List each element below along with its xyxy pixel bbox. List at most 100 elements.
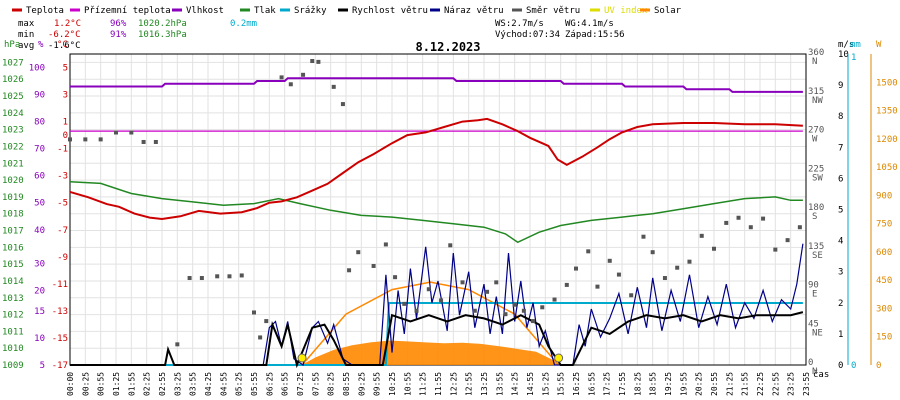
time-tick-46: 22:55 [771,372,780,396]
wind-tick-4: 6 [838,174,843,184]
time-tick-16: 07:55 [311,372,320,396]
temperature-tick-5: -3 [57,172,68,182]
sun-marker-0 [297,353,307,363]
solar-tick-7: 450 [876,276,892,286]
pressure-tick-8: 1019 [2,193,24,203]
time-tick-19: 09:25 [357,372,366,396]
direction-tick-label-8: N [812,367,817,377]
wind-direction-point-2 [98,137,103,142]
time-tick-4: 01:55 [127,372,136,396]
time-tick-45: 22:25 [756,372,765,396]
wind-direction-point-5 [141,139,146,144]
wind-direction-point-62 [785,238,790,243]
wind-direction-point-26 [383,242,388,247]
wind-direction-point-34 [472,308,477,313]
wind-direction-point-41 [540,305,545,310]
wind-direction-point-61 [773,247,778,252]
legend-label-9: Solar [654,6,682,16]
pressure-tick-6: 1021 [2,159,24,169]
humidity-tick-3: 70 [34,145,45,155]
wind-tick-7: 3 [838,268,843,278]
wind-direction-point-24 [356,250,361,255]
solar-tick-9: 150 [876,333,892,343]
time-tick-41: 20:25 [695,372,704,396]
wind-gust-line [70,243,804,366]
wind-tick-5: 5 [838,206,843,216]
temperature-tick-0: 5 [63,64,68,74]
direction-tick-1: 315 [808,87,824,97]
wind-direction-point-44 [574,266,578,271]
wind-direction-point-16 [279,75,284,80]
legend-label-8: UV index [604,6,648,16]
time-tick-34: 16:55 [587,372,596,396]
legend-label-0: Teplota [26,6,64,16]
wind-tick-1: 9 [838,81,843,91]
time-tick-37: 18:25 [633,372,642,396]
time-tick-6: 02:55 [158,372,167,396]
legend-label-4: Srážky [294,6,327,16]
solar-unit-label: W [876,40,882,50]
temperature-tick-6: -5 [57,199,68,209]
time-tick-12: 05:55 [250,372,259,396]
stats-min-label: min [18,30,34,40]
direction-tick-label-7: NE [812,328,823,338]
time-tick-0: 00:00 [66,372,75,396]
pressure-tick-7: 1020 [2,176,24,186]
axis-units: hPa % °C m/s mm W čas [4,40,882,380]
wind-direction-point-14 [258,335,263,340]
wind-direction-point-58 [736,215,741,220]
chart-legend: Teplota Přízemní teplota Vlhkost Tlak Srážky… [12,6,682,16]
wind-direction-point-6 [153,139,158,144]
wind-direction-point-31 [439,298,444,303]
time-tick-8: 03:55 [189,372,198,396]
time-tick-28: 13:55 [495,372,504,396]
pressure-tick-16: 1011 [2,327,24,337]
pressure-tick-10: 1017 [2,227,24,237]
temperature-tick-11: -15 [52,334,68,344]
wind-direction-point-54 [687,259,692,264]
humidity-tick-1: 90 [34,91,45,101]
time-tick-3: 01:25 [112,372,121,396]
wind-direction-point-36 [494,280,499,285]
solar-tick-4: 900 [876,191,892,201]
direction-tick-label-6: E [812,290,817,300]
time-tick-40: 19:55 [679,372,688,396]
wind-direction-point-29 [414,308,419,313]
solar-tick-3: 1050 [876,163,898,173]
wind-direction-point-55 [699,233,704,238]
time-tick-31: 15:25 [541,372,550,396]
wind-direction-point-19 [310,59,315,64]
pressure-tick-12: 1015 [2,260,24,270]
stats-max-press: 1020.2hPa [138,19,187,29]
legend-label-3: Tlak [254,6,276,16]
wind-direction-point-43 [564,282,569,287]
humidity-tick-0: 100 [29,64,45,74]
direction-tick-3: 225 [808,164,824,174]
humidity-tick-12: 0 [40,0,45,3]
stats-sunset: Západ:15:56 [565,30,625,40]
solar-tick-10: 0 [876,361,881,371]
time-tick-15: 07:25 [296,372,305,396]
time-tick-44: 21:55 [741,372,750,396]
stats-ws: WS:2.7m/s [495,19,544,29]
time-tick-24: 11:55 [434,372,443,396]
humidity-tick-8: 20 [34,287,45,297]
rain-unit-label: mm [850,40,861,50]
pressure-tick-0: 1027 [2,58,24,68]
direction-tick-label-5: SE [812,251,823,261]
solar-area [301,340,559,365]
solar-maximum-curve [301,281,560,366]
legend-label-7: Směr větru [526,6,580,16]
pressure-unit-label: hPa [4,40,20,50]
direction-tick-label-4: S [812,212,817,222]
pressure-tick-3: 1024 [2,109,24,119]
solar-tick-8: 300 [876,304,892,314]
pressure-tick-2: 1025 [2,92,24,102]
time-tick-47: 23:25 [787,372,796,396]
time-tick-23: 11:25 [419,372,428,396]
wind-direction-point-23 [347,268,352,273]
pressure-tick-4: 1023 [2,126,24,136]
stats-max-hum: 96% [110,19,127,29]
temperature-tick-2: 1 [63,118,68,128]
